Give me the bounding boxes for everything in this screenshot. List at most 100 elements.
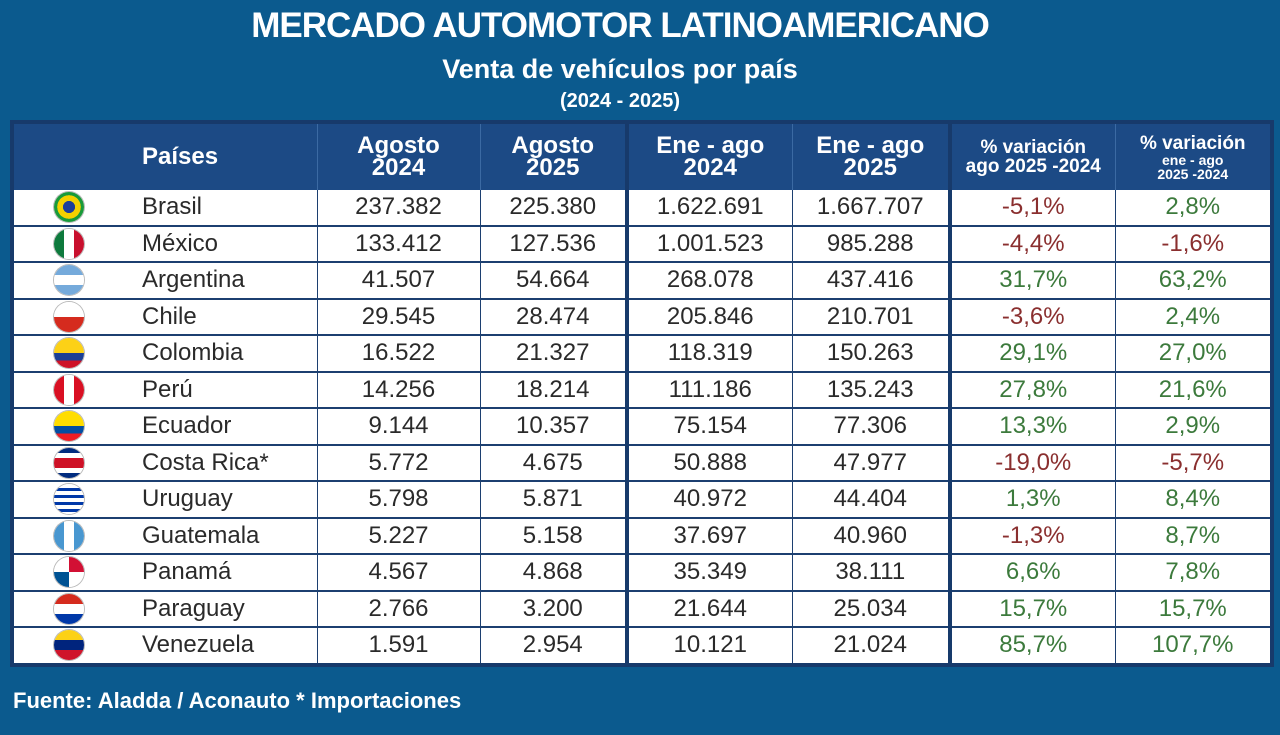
flag-cell xyxy=(12,298,124,336)
table-cell: 6,6% xyxy=(950,554,1116,592)
table-cell: 4.868 xyxy=(480,554,629,592)
header-line: ene - ago xyxy=(1162,151,1224,168)
flag-cell xyxy=(12,408,124,446)
table-cell: 1.622.691 xyxy=(627,190,793,227)
table-cell: -3,6% xyxy=(950,298,1116,336)
flag-cell xyxy=(12,371,124,409)
table-cell: 7,8% xyxy=(1115,554,1273,592)
flag-cell xyxy=(12,444,124,482)
table-cell: 54.664 xyxy=(480,262,629,300)
header-line: Agosto xyxy=(357,132,440,159)
country-name: Chile xyxy=(124,298,318,336)
table-row: Venezuela 1.591 2.954 10.121 21.024 85,7% 107,… xyxy=(12,627,1273,666)
table-row: México 133.412 127.536 1.001.523 985.288 -4,4… xyxy=(12,225,1273,263)
flag xyxy=(54,265,84,296)
table-cell: 205.846 xyxy=(627,298,793,336)
table-cell: 25.034 xyxy=(792,590,952,628)
table-cell: 5.772 xyxy=(317,444,481,482)
table-cell: 77.306 xyxy=(792,408,952,446)
flag xyxy=(54,520,84,551)
table-body: Brasil 237.382 225.380 1.622.691 1.667.707 -5… xyxy=(12,190,1273,666)
table-cell: 2.766 xyxy=(317,590,481,628)
table-cell: -5,1% xyxy=(950,190,1116,227)
table-cell: 16.522 xyxy=(317,335,481,373)
country-name: Panamá xyxy=(124,554,318,592)
table-cell: 127.536 xyxy=(480,225,629,263)
table-cell: -1,6% xyxy=(1115,225,1273,263)
country-name: Perú xyxy=(124,371,318,409)
flag-cell xyxy=(12,225,124,263)
header-line: Países xyxy=(142,143,219,170)
table-cell: 15,7% xyxy=(1115,590,1273,628)
table-cell: 50.888 xyxy=(627,444,793,482)
table-cell: 41.507 xyxy=(317,262,481,300)
table-cell: 27,0% xyxy=(1115,335,1273,373)
source-note: Fuente: Aladda / Aconauto * Importacione… xyxy=(13,688,462,713)
table-cell: 8,4% xyxy=(1115,481,1273,519)
country-name: Argentina xyxy=(124,262,318,300)
table-cell: 9.144 xyxy=(317,408,481,446)
country-name: Brasil xyxy=(124,190,318,227)
column-header: Ene - ago 2025 xyxy=(792,122,952,190)
country-name: Colombia xyxy=(124,335,318,373)
header-line: 2024 xyxy=(683,154,737,181)
flag xyxy=(54,301,84,332)
table-cell: 2,4% xyxy=(1115,298,1273,336)
column-header: Agosto 2025 xyxy=(480,122,629,190)
country-name: Paraguay xyxy=(124,590,318,628)
subtitle: Venta de vehículos por país xyxy=(442,54,798,84)
table-row: Paraguay 2.766 3.200 21.644 25.034 15,7% 15,7% xyxy=(12,590,1273,628)
header-line: 2025 xyxy=(843,154,897,181)
table-cell: 63,2% xyxy=(1115,262,1273,300)
table-cell: 1.001.523 xyxy=(627,225,793,263)
table-cell: 13,3% xyxy=(950,408,1116,446)
flag xyxy=(54,192,84,223)
flag xyxy=(54,630,84,661)
table-cell: 2,9% xyxy=(1115,408,1273,446)
flag xyxy=(54,411,84,442)
table-cell: 2.954 xyxy=(480,627,629,666)
table-cell: 225.380 xyxy=(480,190,629,227)
table-cell: 4.567 xyxy=(317,554,481,592)
table-cell: 268.078 xyxy=(627,262,793,300)
flag xyxy=(54,447,84,478)
header-line: % variación xyxy=(1139,132,1246,154)
header-row: Países Agosto 2024 Agosto 2025 Ene - ago 2024 E… xyxy=(12,122,1273,190)
table-cell: 10.121 xyxy=(627,627,793,666)
table-row: Chile 29.545 28.474 205.846 210.701 -3,6% 2,4% xyxy=(12,298,1273,336)
table-cell: 1.667.707 xyxy=(792,190,952,227)
table-cell: 5.798 xyxy=(317,481,481,519)
table-cell: 21.327 xyxy=(480,335,629,373)
country-name: Venezuela xyxy=(124,627,318,666)
sales-table: Países Agosto 2024 Agosto 2025 Ene - ago 2024 E… xyxy=(10,120,1274,667)
table-cell: 150.263 xyxy=(792,335,952,373)
header-line: % variación xyxy=(980,137,1087,158)
table-cell: 3.200 xyxy=(480,590,629,628)
table-row: Ecuador 9.144 10.357 75.154 77.306 13,3% 2,9% xyxy=(12,408,1273,446)
country-name: México xyxy=(124,225,318,263)
column-header: % variación ene - ago 2025 -2024 xyxy=(1115,122,1273,190)
table-row: Guatemala 5.227 5.158 37.697 40.960 -1,3% 8,7% xyxy=(12,517,1273,555)
table-cell: 85,7% xyxy=(950,627,1116,666)
table-cell: 21.644 xyxy=(627,590,793,628)
flag-cell xyxy=(12,335,124,373)
table-cell: 31,7% xyxy=(950,262,1116,300)
table-row: Perú 14.256 18.214 111.186 135.243 27,8% 21,6% xyxy=(12,371,1273,409)
table-cell: 47.977 xyxy=(792,444,952,482)
table-cell: 107,7% xyxy=(1115,627,1273,666)
table-cell: 210.701 xyxy=(792,298,952,336)
column-header: % variación ago 2025 -2024 xyxy=(950,122,1116,190)
header-line: 2024 xyxy=(371,154,426,181)
table-cell: 5.871 xyxy=(480,481,629,519)
header-line: Ene - ago xyxy=(656,132,765,159)
table-cell: 5.227 xyxy=(317,517,481,555)
flag xyxy=(54,484,84,515)
table-cell: 21.024 xyxy=(792,627,952,666)
flag xyxy=(54,338,84,369)
column-header: Países xyxy=(124,122,318,190)
table-cell: 21,6% xyxy=(1115,371,1273,409)
header-line: Ene - ago xyxy=(816,132,925,159)
table-cell: -1,3% xyxy=(950,517,1116,555)
table-cell: 1,3% xyxy=(950,481,1116,519)
